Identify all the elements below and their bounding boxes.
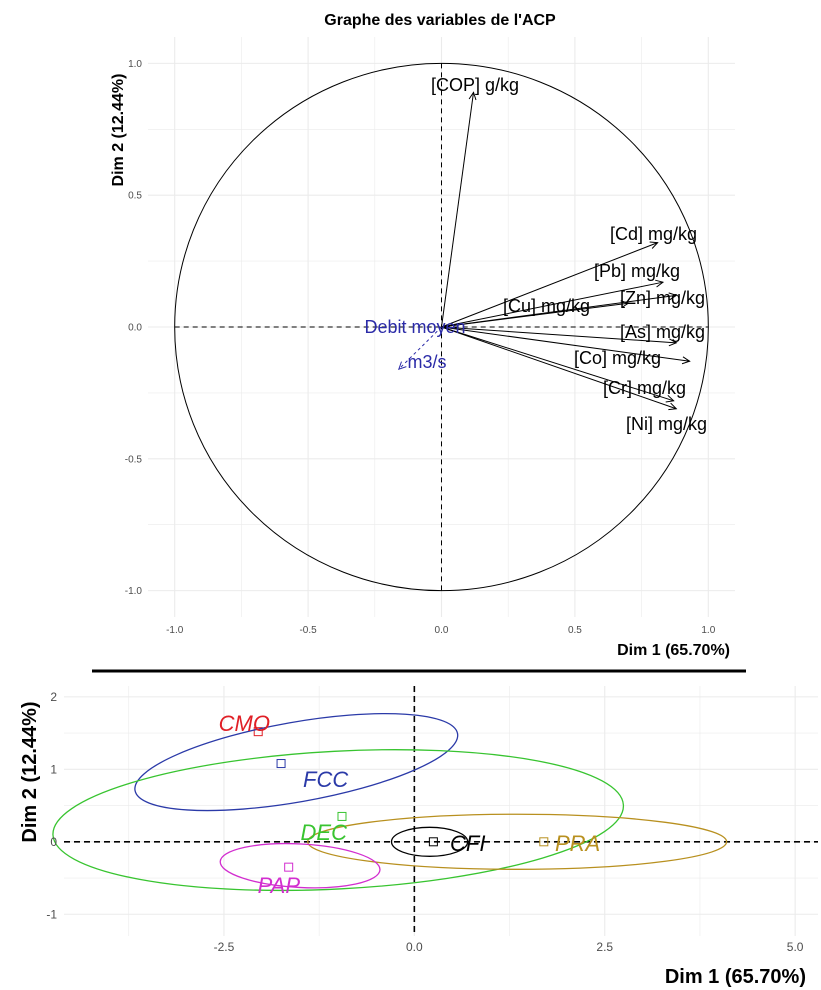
- group-centroid-marker: [539, 837, 549, 847]
- x-tick-label: 0.0: [406, 940, 423, 954]
- group-centroid-marker: [337, 811, 347, 821]
- y-tick-label: 0: [50, 835, 57, 849]
- group-cfi: [390, 826, 469, 857]
- arrow-head: [668, 292, 678, 301]
- variable-arrow: [441, 326, 675, 403]
- unit-circle: [174, 62, 709, 592]
- x-tick-label: -2.5: [214, 940, 235, 954]
- variable-label: [COP] g/kg: [431, 75, 519, 95]
- group-label: FCC: [303, 767, 348, 792]
- group-ellipses: CMO FCC DEC CFI PRA PAP: [52, 711, 728, 898]
- variable-label: [Pb] mg/kg: [594, 261, 680, 281]
- variable-arrow: [441, 326, 678, 411]
- y-tick-label: 2: [50, 690, 57, 704]
- chart-title: Graphe des variables de l'ACP: [324, 12, 556, 29]
- group-centroid-marker: [276, 759, 286, 769]
- group-pra: [307, 813, 728, 870]
- variable-arrows: [COP] g/kg [Cd] mg/kg [Pb] mg/kg [Zn] mg/kg…: [364, 75, 707, 434]
- arrow-head: [668, 338, 678, 347]
- x-tick-label: 2.5: [596, 940, 613, 954]
- plot-panel: [64, 686, 818, 936]
- confidence-ellipse: [134, 712, 459, 812]
- arrow-head: [665, 394, 675, 403]
- variable-label: [Ni] mg/kg: [626, 414, 707, 434]
- y-tick-label: -0.5: [125, 454, 143, 465]
- tick-labels: -2.5 0.0 2.5 5.0 -1 0 1 2: [46, 690, 803, 954]
- group-centroid-marker: [253, 727, 263, 737]
- group-label: DEC: [301, 820, 348, 845]
- variable-arrow: [441, 91, 477, 328]
- arrow-shaft: [441, 281, 664, 328]
- group-centroid-marker: [428, 837, 438, 847]
- arrow-shaft: [398, 326, 442, 370]
- group-pap: [219, 842, 381, 889]
- group-label: PAP: [258, 873, 301, 898]
- arrow-shaft: [441, 326, 674, 402]
- variable-arrow: [441, 279, 665, 328]
- x-tick-label: 1.0: [701, 625, 715, 636]
- confidence-ellipse: [52, 749, 625, 892]
- variable-arrow: [441, 241, 659, 328]
- group-centroid-marker: [284, 862, 294, 872]
- arrow-head: [681, 356, 691, 365]
- arrow-shaft: [441, 326, 677, 410]
- x-tick-label: 0.5: [568, 625, 582, 636]
- y-axis-label: Dim 2 (12.44%): [110, 74, 127, 187]
- tick-labels: -1.0 -0.5 0.0 0.5 1.0 -1.0 -0.5 0.0 0.5 1.0: [125, 59, 716, 636]
- y-axis-label: Dim 2 (12.44%): [19, 701, 41, 842]
- arrow-shaft: [441, 92, 475, 328]
- arrow-head: [397, 361, 407, 370]
- variable-arrow: [441, 300, 630, 328]
- reference-lines: [64, 686, 818, 936]
- group-label: PRA: [555, 831, 600, 856]
- arrow-head: [468, 91, 477, 101]
- arrow-head: [668, 402, 678, 411]
- arrow-head: [649, 241, 659, 249]
- y-tick-label: -1.0: [125, 586, 143, 597]
- group-label: CMO: [219, 711, 270, 736]
- arrow-shaft: [441, 326, 690, 362]
- variable-label: [Cr] mg/kg: [603, 378, 686, 398]
- variable-label: [Cd] mg/kg: [610, 224, 697, 244]
- variable-arrow: [441, 326, 691, 365]
- group-label: CFI: [450, 831, 485, 856]
- variable-label: Debit moyen: [364, 317, 465, 337]
- variables-chart: Graphe des variables de l'ACP [COP] g/kg…: [110, 12, 735, 659]
- x-tick-label: 5.0: [787, 940, 804, 954]
- y-tick-label: 0.5: [128, 191, 142, 202]
- variable-arrow: [441, 326, 678, 347]
- arrow-shaft: [441, 242, 658, 328]
- group-cmo: [253, 727, 263, 737]
- x-tick-label: -0.5: [299, 625, 317, 636]
- grid: [64, 686, 818, 936]
- variable-label: [Co] mg/kg: [574, 348, 661, 368]
- arrow-shaft: [441, 302, 629, 328]
- variable-label: m3/s: [407, 352, 446, 372]
- variable-label: [Cu] mg/kg: [503, 296, 590, 316]
- y-tick-label: -1: [46, 907, 57, 921]
- confidence-ellipse: [219, 842, 381, 889]
- x-tick-label: 0.0: [435, 625, 449, 636]
- y-tick-label: 1: [50, 762, 57, 776]
- group-fcc: [134, 712, 459, 812]
- variable-label: [Zn] mg/kg: [620, 288, 705, 308]
- arrow-head: [620, 300, 630, 309]
- x-tick-label: -1.0: [166, 625, 184, 636]
- arrow-shaft: [441, 326, 677, 344]
- x-axis-label: Dim 1 (65.70%): [617, 642, 730, 659]
- x-axis-label: Dim 1 (65.70%): [665, 966, 806, 988]
- confidence-ellipse: [390, 826, 469, 857]
- confidence-ellipse: [307, 813, 728, 870]
- variable-label: [As] mg/kg: [620, 322, 705, 342]
- group-dec: [52, 749, 625, 892]
- arrow-head: [655, 279, 665, 288]
- y-tick-label: 0.0: [128, 323, 142, 334]
- y-tick-label: 1.0: [128, 59, 142, 70]
- variable-arrow: [397, 326, 442, 370]
- individuals-chart: CMO FCC DEC CFI PRA PAP -2.5 0.0 2.5 5.0 -1 0 1 2 Di…: [19, 686, 818, 988]
